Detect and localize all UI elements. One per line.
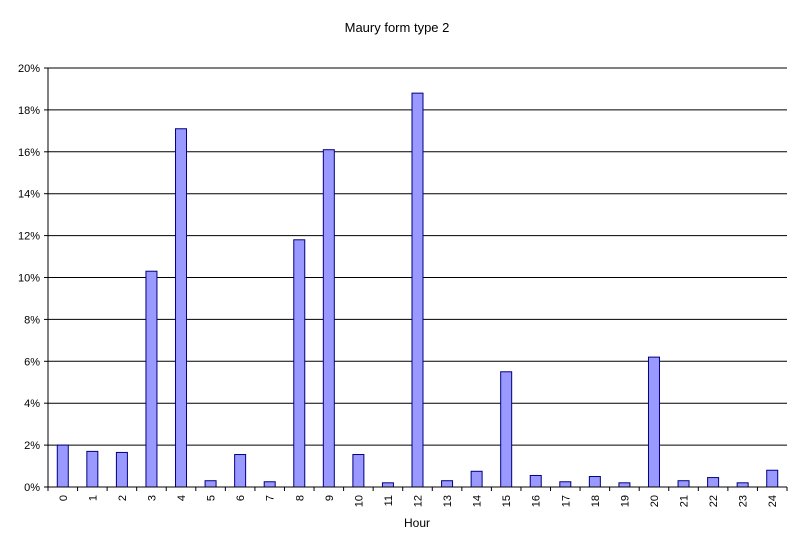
bar-hour-2 (115, 451, 128, 488)
x-tick-label: 3 (146, 495, 158, 501)
bar-hour-0 (56, 444, 69, 488)
bar-hour-6 (234, 454, 247, 488)
bar-hour-16 (529, 474, 542, 488)
y-tick-label: 0% (24, 482, 40, 494)
x-tick-label: 0 (58, 495, 70, 501)
y-tick-label: 8% (24, 314, 40, 326)
x-tick-label: 24 (767, 495, 779, 507)
bar-hour-11 (381, 482, 394, 488)
bar-hour-24 (766, 469, 779, 488)
bars (56, 92, 779, 488)
bar-hour-5 (204, 480, 217, 488)
bar-hour-4 (175, 128, 188, 488)
y-tick-labels: 0% 2% 4% 6% 8% 10% 12% 14% 16% 18% 20% (18, 63, 40, 494)
y-tick-label: 4% (24, 398, 40, 410)
bar-hour-13 (441, 480, 454, 488)
x-tick-label: 21 (679, 495, 691, 507)
y-tick-label: 6% (24, 356, 40, 368)
bar-hour-20 (647, 356, 660, 488)
y-tick-label: 10% (18, 273, 40, 285)
bar-hour-1 (86, 450, 99, 488)
bar-hour-18 (588, 476, 601, 488)
bar-hour-15 (500, 371, 513, 488)
x-tick-label: 23 (738, 495, 750, 507)
bar-hour-9 (322, 149, 335, 488)
bar-hour-10 (352, 454, 365, 488)
x-tick-label: 6 (235, 495, 247, 501)
x-tick-label: 18 (590, 495, 602, 507)
x-tick-label: 4 (176, 495, 188, 501)
x-tick-label: 13 (442, 495, 454, 507)
bar-hour-22 (707, 477, 720, 488)
y-tick-label: 12% (18, 231, 40, 243)
y-tick-label: 18% (18, 105, 40, 117)
x-tick-labels: 0 1 2 3 4 5 6 7 8 9 10 11 12 13 14 15 16 17 18 19 20 21 22 23 24 (58, 495, 779, 507)
bar-hour-14 (470, 470, 483, 488)
x-tick-label: 15 (501, 495, 513, 507)
bar-hour-21 (677, 480, 690, 488)
bar-hour-17 (559, 481, 572, 488)
x-tick-label: 16 (531, 495, 543, 507)
x-tick-label: 10 (353, 495, 365, 507)
x-tick-label: 2 (117, 495, 129, 501)
x-tick-label: 9 (324, 495, 336, 501)
x-tick-label: 8 (294, 495, 306, 501)
x-axis-label: Hour (404, 516, 430, 530)
x-tick-label: 11 (383, 495, 395, 506)
x-tick-label: 12 (413, 495, 425, 507)
y-tick-label: 20% (18, 63, 40, 75)
bar-hour-3 (145, 270, 158, 488)
y-tick-label: 2% (24, 440, 40, 452)
x-tick-label: 20 (649, 495, 661, 507)
x-tick-label: 1 (87, 495, 99, 501)
bar-hour-12 (411, 92, 424, 488)
x-tick-label: 19 (619, 495, 631, 507)
x-tick-label: 7 (265, 495, 277, 501)
y-tick-label: 16% (18, 147, 40, 159)
bar-hour-8 (293, 239, 306, 488)
chart-title: Maury form type 2 (345, 20, 450, 35)
bar-hour-7 (263, 481, 276, 488)
x-tick-label: 14 (472, 495, 484, 507)
y-tick-label: 14% (18, 189, 40, 201)
x-tick-label: 5 (206, 495, 218, 501)
x-tick-label: 22 (708, 495, 720, 507)
bar-hour-23 (736, 482, 749, 488)
axes (44, 67, 788, 491)
x-tick-label: 17 (560, 495, 572, 507)
bar-hour-19 (618, 482, 631, 488)
